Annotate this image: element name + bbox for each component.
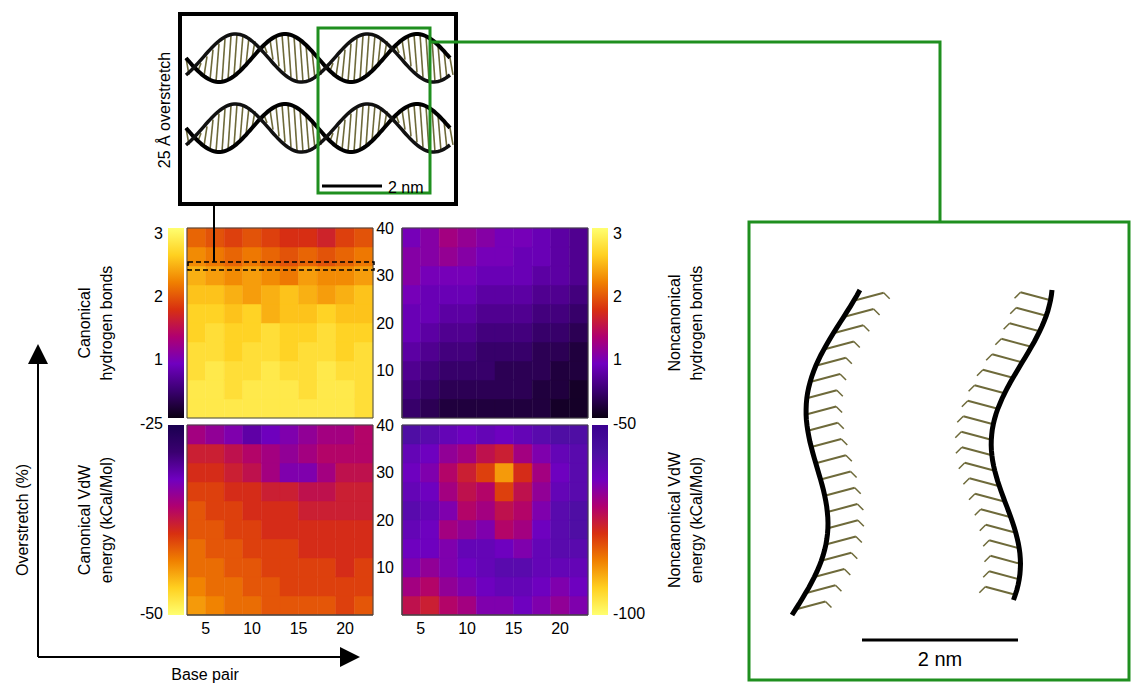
- svg-text:3: 3: [154, 225, 163, 242]
- svg-text:-50: -50: [140, 605, 163, 622]
- svg-text:40: 40: [376, 417, 394, 434]
- svg-text:10: 10: [458, 620, 476, 637]
- svg-text:20: 20: [376, 315, 394, 332]
- svg-text:Noncanonical VdW: Noncanonical VdW: [666, 451, 683, 588]
- svg-text:-25: -25: [140, 415, 163, 432]
- svg-text:2 nm: 2 nm: [918, 648, 962, 670]
- svg-text:40: 40: [376, 220, 394, 237]
- svg-text:2: 2: [613, 288, 622, 305]
- svg-text:energy (kCal/Mol): energy (kCal/Mol): [688, 457, 705, 583]
- svg-text:30: 30: [376, 267, 394, 284]
- svg-text:5: 5: [201, 620, 210, 637]
- svg-text:3: 3: [613, 225, 622, 242]
- svg-text:Base pair: Base pair: [171, 666, 239, 683]
- svg-text:5: 5: [416, 620, 425, 637]
- svg-text:2: 2: [154, 288, 163, 305]
- svg-text:-100: -100: [613, 605, 645, 622]
- svg-text:1: 1: [613, 351, 622, 368]
- svg-text:10: 10: [243, 620, 261, 637]
- svg-text:25 Å overstretch: 25 Å overstretch: [155, 52, 173, 169]
- svg-text:20: 20: [336, 620, 354, 637]
- svg-text:Canonical: Canonical: [76, 287, 93, 358]
- svg-text:15: 15: [290, 620, 308, 637]
- svg-text:Canonical VdW: Canonical VdW: [76, 464, 93, 575]
- svg-text:10: 10: [376, 362, 394, 379]
- svg-text:Noncanonical: Noncanonical: [666, 275, 683, 372]
- svg-text:15: 15: [505, 620, 523, 637]
- svg-text:-50: -50: [613, 415, 636, 432]
- svg-text:30: 30: [376, 464, 394, 481]
- svg-text:1: 1: [154, 351, 163, 368]
- svg-text:10: 10: [376, 559, 394, 576]
- svg-text:Overstretch (%): Overstretch (%): [14, 464, 31, 576]
- svg-text:hydrogen bonds: hydrogen bonds: [98, 266, 115, 381]
- svg-text:hydrogen bonds: hydrogen bonds: [688, 266, 705, 381]
- svg-text:20: 20: [551, 620, 569, 637]
- svg-text:20: 20: [376, 512, 394, 529]
- svg-text:2 nm: 2 nm: [388, 179, 424, 196]
- svg-text:energy (kCal/Mol): energy (kCal/Mol): [98, 457, 115, 583]
